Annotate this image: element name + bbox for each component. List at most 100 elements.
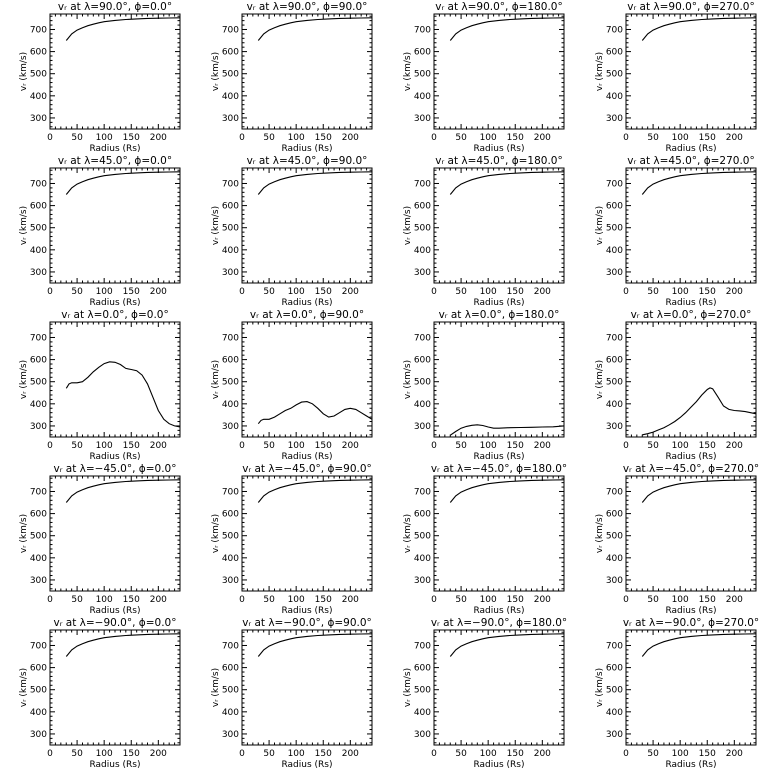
y-tick-label: 600 <box>414 202 431 212</box>
x-tick-label: 50 <box>71 133 83 143</box>
y-tick-label: 500 <box>222 686 239 696</box>
x-tick-label: 100 <box>480 133 497 143</box>
x-axis-label: Radius (Rs) <box>473 452 524 462</box>
series-line <box>257 401 373 425</box>
plot-frame <box>433 13 565 130</box>
panel-title: vᵣ at λ=−45.0°, ϕ=90.0° <box>242 463 372 475</box>
x-tick-label: 200 <box>534 749 551 759</box>
x-axis-label: Radius (Rs) <box>665 606 716 616</box>
x-tick-label: 150 <box>507 133 524 143</box>
plot-frame <box>49 475 181 592</box>
panel-title: vᵣ at λ=45.0°, ϕ=90.0° <box>247 155 368 167</box>
x-tick-label: 0 <box>47 441 53 451</box>
y-tick-label: 400 <box>606 92 623 102</box>
x-tick-label: 0 <box>239 287 245 297</box>
y-tick-label: 600 <box>30 510 47 520</box>
y-tick-label: 600 <box>414 510 431 520</box>
series-line <box>257 633 373 657</box>
y-tick-label: 700 <box>30 641 47 651</box>
y-tick-label: 300 <box>606 114 623 124</box>
y-tick-label: 700 <box>606 333 623 343</box>
panel-title: vᵣ at λ=90.0°, ϕ=90.0° <box>247 1 368 13</box>
chart-panel: vᵣ at λ=45.0°, ϕ=180.0° 0 50 100 150 200 300 40… <box>403 155 565 308</box>
y-tick-label: 600 <box>414 664 431 674</box>
y-tick-label: 500 <box>414 532 431 542</box>
y-tick-label: 400 <box>414 92 431 102</box>
series-line <box>449 424 565 436</box>
y-tick-label: 600 <box>222 48 239 58</box>
panel-title: vᵣ at λ=45.0°, ϕ=0.0° <box>58 155 172 167</box>
x-tick-label: 0 <box>431 133 437 143</box>
x-tick-label: 50 <box>71 287 83 297</box>
y-axis-label: vᵣ (km/s) <box>19 360 29 399</box>
x-tick-label: 150 <box>123 441 140 451</box>
panel-title: vᵣ at λ=90.0°, ϕ=270.0° <box>627 1 755 13</box>
panel-title: vᵣ at λ=0.0°, ϕ=270.0° <box>631 309 752 321</box>
x-tick-label: 100 <box>672 749 689 759</box>
x-tick-label: 200 <box>726 133 743 143</box>
x-tick-label: 100 <box>96 749 113 759</box>
x-tick-label: 100 <box>288 441 305 451</box>
series-line <box>641 17 757 41</box>
x-tick-label: 150 <box>507 287 524 297</box>
chart-panel: vᵣ at λ=−90.0°, ϕ=180.0° 0 50 100 150 200 300 4… <box>403 617 567 768</box>
panel-title: vᵣ at λ=−90.0°, ϕ=270.0° <box>623 617 759 629</box>
x-tick-label: 50 <box>647 595 659 605</box>
x-axis-label: Radius (Rs) <box>665 760 716 768</box>
y-tick-label: 400 <box>222 246 239 256</box>
x-tick-label: 50 <box>647 749 659 759</box>
x-tick-label: 200 <box>726 595 743 605</box>
x-tick-label: 50 <box>71 441 83 451</box>
x-tick-label: 200 <box>726 287 743 297</box>
x-tick-label: 150 <box>315 749 332 759</box>
x-axis-label: Radius (Rs) <box>473 144 524 154</box>
x-tick-label: 100 <box>96 287 113 297</box>
x-axis-label: Radius (Rs) <box>89 144 140 154</box>
plot-frame <box>241 167 373 284</box>
y-tick-label: 300 <box>414 114 431 124</box>
x-axis-label: Radius (Rs) <box>281 452 332 462</box>
y-tick-label: 300 <box>414 422 431 432</box>
panel-title: vᵣ at λ=0.0°, ϕ=0.0° <box>61 309 168 321</box>
y-tick-label: 600 <box>222 510 239 520</box>
y-axis-label: vᵣ (km/s) <box>595 668 605 707</box>
x-axis-label: Radius (Rs) <box>473 298 524 308</box>
plot-frame <box>433 629 565 746</box>
y-axis-label: vᵣ (km/s) <box>19 668 29 707</box>
chart-panel: vᵣ at λ=−90.0°, ϕ=270.0° 0 50 100 150 200 300 4… <box>595 617 759 768</box>
y-tick-label: 600 <box>30 356 47 366</box>
x-tick-label: 100 <box>288 749 305 759</box>
y-axis-label: vᵣ (km/s) <box>211 206 221 245</box>
x-tick-label: 200 <box>150 287 167 297</box>
x-tick-label: 200 <box>150 749 167 759</box>
x-axis-label: Radius (Rs) <box>281 760 332 768</box>
x-tick-label: 50 <box>455 287 467 297</box>
plot-frame <box>433 321 565 438</box>
y-tick-label: 700 <box>30 487 47 497</box>
series-line <box>65 479 181 503</box>
x-tick-label: 100 <box>96 133 113 143</box>
y-tick-label: 500 <box>30 224 47 234</box>
x-tick-label: 200 <box>534 133 551 143</box>
y-tick-label: 400 <box>414 554 431 564</box>
panel-title: vᵣ at λ=−90.0°, ϕ=90.0° <box>242 617 372 629</box>
panel-title: vᵣ at λ=0.0°, ϕ=90.0° <box>250 309 364 321</box>
x-tick-label: 100 <box>96 441 113 451</box>
y-axis-label: vᵣ (km/s) <box>19 514 29 553</box>
y-axis-label: vᵣ (km/s) <box>403 514 413 553</box>
panel-title: vᵣ at λ=0.0°, ϕ=180.0° <box>439 309 560 321</box>
y-tick-label: 400 <box>222 708 239 718</box>
y-tick-label: 300 <box>414 730 431 740</box>
x-tick-label: 100 <box>288 287 305 297</box>
y-tick-label: 300 <box>30 422 47 432</box>
x-tick-label: 200 <box>150 595 167 605</box>
chart-panel: vᵣ at λ=45.0°, ϕ=0.0° 0 50 100 150 200 300 400 5… <box>19 155 181 308</box>
x-tick-label: 0 <box>431 595 437 605</box>
y-tick-label: 300 <box>414 576 431 586</box>
x-tick-label: 150 <box>123 287 140 297</box>
y-tick-label: 700 <box>606 25 623 35</box>
x-tick-label: 0 <box>431 287 437 297</box>
y-tick-label: 400 <box>606 246 623 256</box>
y-tick-label: 400 <box>222 400 239 410</box>
x-tick-label: 150 <box>699 441 716 451</box>
